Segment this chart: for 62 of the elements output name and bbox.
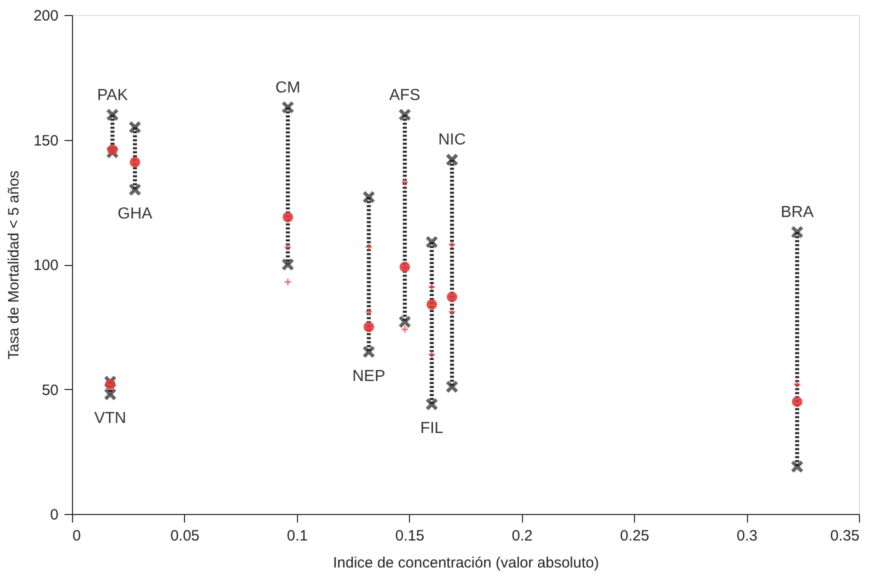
- point: [284, 278, 292, 286]
- annotation: PAK: [97, 86, 128, 104]
- annotation: VTN: [94, 410, 126, 428]
- point: [398, 315, 412, 328]
- point: [446, 153, 458, 166]
- point: [792, 396, 802, 407]
- point: [425, 236, 438, 249]
- annotation: NEP: [352, 368, 386, 385]
- y-tick-label: 150: [33, 132, 58, 150]
- y-tick-label: 200: [33, 8, 58, 24]
- annotation: BRA: [780, 204, 814, 222]
- annotation: AFS: [389, 86, 420, 104]
- x-tick-label: 0.3: [736, 528, 758, 544]
- x-tick-label: 0.1: [286, 528, 308, 544]
- point: [400, 262, 410, 272]
- y-tick-label: 100: [33, 257, 58, 274]
- annotation: FIL: [420, 420, 444, 438]
- x-tick-label: 0.25: [620, 528, 650, 544]
- x-tick-label: 0.2: [512, 528, 533, 544]
- y-tick-label: 50: [42, 382, 58, 399]
- point: [284, 243, 292, 251]
- x-tick-label: 0.15: [395, 528, 424, 544]
- point: [364, 243, 373, 251]
- x-axis-title: Indice de concentración (valor absoluto): [333, 554, 599, 572]
- y-axis-title: Tasa de Mortalidad < 5 años: [5, 170, 22, 360]
- point: [790, 460, 804, 474]
- point: [425, 398, 438, 411]
- y-tick-label: 0: [50, 506, 58, 524]
- point: [362, 345, 376, 358]
- point: [106, 146, 119, 159]
- point: [106, 108, 119, 122]
- point: [362, 190, 376, 204]
- annotation: CM: [275, 79, 300, 96]
- point: [446, 380, 458, 394]
- point: [428, 350, 436, 358]
- point: [398, 108, 412, 122]
- point: [364, 322, 374, 332]
- point: [128, 120, 142, 134]
- point: [790, 226, 804, 239]
- point: [428, 283, 436, 291]
- point: [446, 292, 458, 302]
- point: [128, 183, 142, 196]
- point: [107, 144, 118, 155]
- x-tick-label: 0.35: [830, 528, 860, 544]
- point: [104, 375, 117, 388]
- point: [448, 308, 456, 316]
- point: [400, 178, 409, 186]
- x-tick-label: 0: [72, 528, 81, 544]
- point: [282, 212, 294, 222]
- point: [130, 156, 140, 168]
- point: [281, 100, 294, 114]
- point: [104, 379, 116, 390]
- point: [448, 240, 456, 248]
- x-tick-label: 0.05: [170, 528, 200, 544]
- point: [400, 325, 409, 334]
- point: [426, 299, 438, 310]
- point: [793, 380, 802, 388]
- annotation: GHA: [118, 206, 153, 223]
- point: [364, 308, 373, 316]
- point: [281, 258, 294, 271]
- annotation: NIC: [438, 132, 466, 149]
- point: [104, 388, 117, 401]
